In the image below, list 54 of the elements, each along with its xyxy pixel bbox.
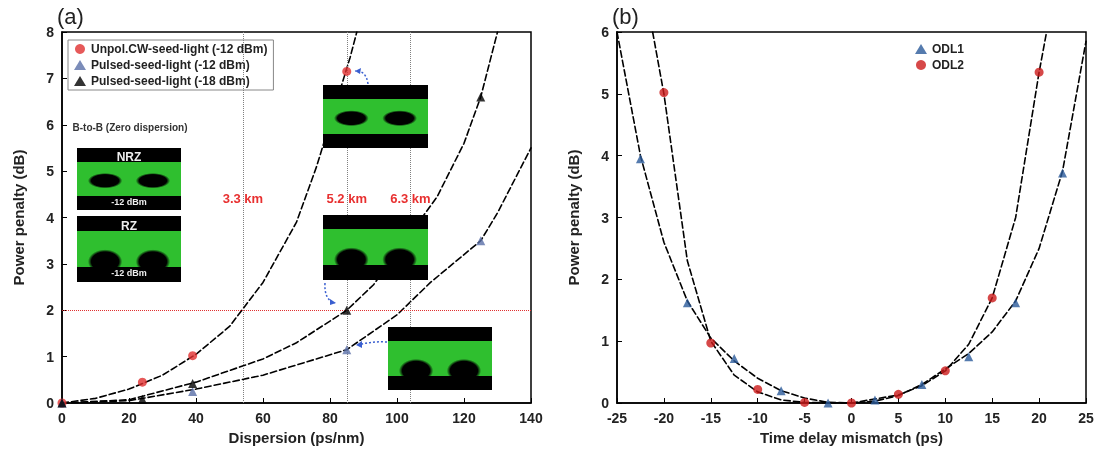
x-tick-label: -25	[606, 410, 628, 426]
legend-label: Unpol.CW-seed-light (-12 dBm)	[91, 42, 268, 56]
y-tick-label: 5	[46, 163, 55, 180]
annotation: NRZ	[115, 150, 143, 165]
x-tick-label: 0	[847, 410, 856, 426]
x-tick-label: 20	[121, 410, 137, 426]
y-tick-label: 5	[601, 85, 610, 102]
y-tick-label: 1	[601, 333, 610, 350]
y-tick-label: 3	[46, 255, 55, 272]
legend-label: Pulsed-seed-light (-18 dBm)	[91, 74, 250, 88]
x-tick-label: 80	[322, 410, 338, 426]
x-tick-label: -15	[700, 410, 722, 426]
y-tick-label: 0	[601, 395, 610, 411]
x-tick-label: 40	[188, 410, 204, 426]
annotation: B-to-B (Zero dispersion)	[71, 122, 189, 134]
ref-line-label: 5.2 km	[326, 191, 367, 207]
annotation: -12 dBm	[110, 268, 148, 279]
annotation: -12 dBm	[110, 197, 148, 208]
y-axis-title: Power penalty (dB)	[10, 149, 27, 286]
x-tick-label: 5	[894, 410, 903, 426]
x-axis-title: Dispersion (ps/nm)	[228, 428, 365, 446]
x-tick-label: 120	[452, 410, 476, 426]
ref-line-label: 6.3 km	[390, 191, 431, 207]
x-tick-label: 0	[58, 410, 67, 426]
y-tick-label: 4	[46, 209, 55, 226]
legend-label: ODL2	[932, 58, 965, 72]
chart-title: (b)	[612, 3, 639, 29]
y-tick-label: 7	[46, 70, 55, 87]
y-tick-label: 1	[46, 348, 55, 365]
chart-title: (a)	[57, 3, 84, 29]
x-tick-label: 100	[385, 410, 409, 426]
y-tick-label: 6	[46, 116, 55, 133]
y-axis-title: Power penalty (dB)	[565, 149, 582, 286]
y-tick-label: 3	[601, 209, 610, 226]
y-tick-label: 2	[601, 271, 610, 288]
y-tick-label: 4	[601, 147, 610, 164]
x-tick-label: 20	[1031, 410, 1048, 426]
x-tick-label: -5	[798, 410, 812, 426]
y-tick-label: 6	[601, 24, 610, 40]
y-tick-label: 8	[46, 24, 55, 40]
x-tick-label: -10	[747, 410, 769, 426]
x-tick-label: 25	[1078, 410, 1094, 426]
y-tick-label: 2	[46, 302, 55, 319]
x-axis-title: Time delay mismatch (ps)	[759, 428, 944, 446]
legend-label: ODL1	[932, 42, 965, 56]
x-tick-label: 15	[984, 410, 1001, 426]
y-tick-label: 0	[46, 395, 55, 411]
annotation: RZ	[120, 219, 138, 234]
ref-line-label: 3.3 km	[222, 191, 264, 207]
x-tick-label: -20	[653, 410, 675, 426]
x-tick-label: 60	[255, 410, 271, 426]
legend-label: Pulsed-seed-light (-12 dBm)	[91, 58, 250, 72]
x-tick-label: 10	[937, 410, 954, 426]
x-tick-label: 140	[519, 410, 543, 426]
